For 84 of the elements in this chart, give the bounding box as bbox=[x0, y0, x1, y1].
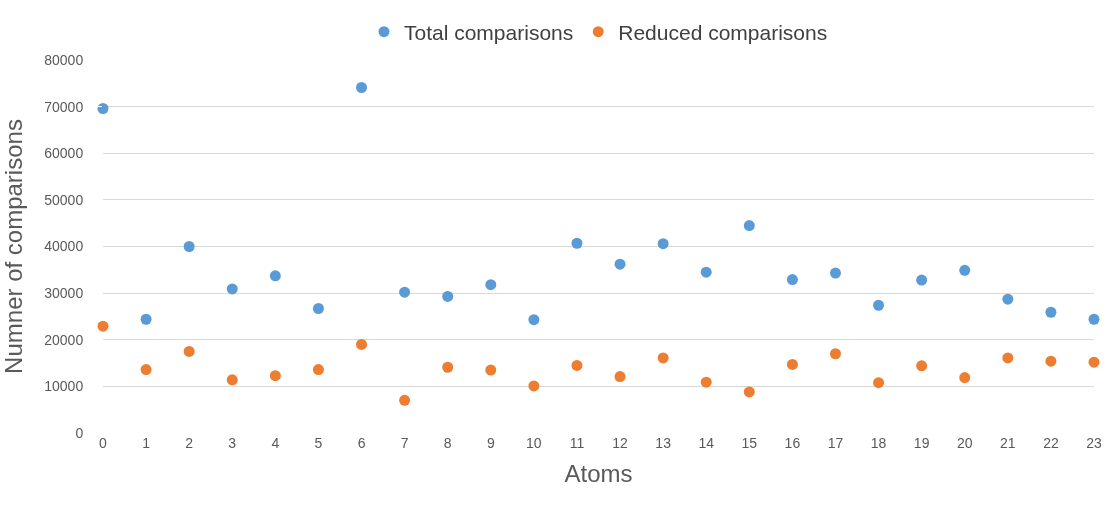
x-tick-label: 21 bbox=[1000, 435, 1016, 451]
x-tick-label: 12 bbox=[612, 435, 629, 451]
point bbox=[1045, 306, 1057, 318]
y-tick-label: 70000 bbox=[44, 98, 84, 115]
point bbox=[226, 374, 238, 386]
x-tick-label: 0 bbox=[99, 435, 108, 451]
point bbox=[1045, 355, 1057, 367]
point bbox=[873, 299, 885, 311]
point bbox=[571, 237, 583, 249]
legend-label: Total comparisons bbox=[404, 20, 574, 44]
point bbox=[1002, 352, 1014, 364]
y-tick-label: 10000 bbox=[44, 378, 84, 395]
point bbox=[140, 313, 152, 325]
point bbox=[399, 394, 411, 406]
x-tick-label: 17 bbox=[827, 435, 844, 451]
point bbox=[312, 303, 324, 315]
point bbox=[614, 258, 626, 270]
point bbox=[743, 386, 755, 398]
y-tick-label: 60000 bbox=[44, 145, 84, 162]
y-tick-label: 40000 bbox=[44, 238, 84, 255]
point bbox=[829, 267, 841, 279]
point bbox=[1088, 356, 1100, 368]
y-tick-label: 80000 bbox=[44, 51, 84, 68]
x-tick-label: 10 bbox=[526, 435, 542, 451]
point bbox=[700, 266, 712, 278]
point bbox=[1088, 313, 1100, 325]
point bbox=[269, 270, 281, 282]
x-tick-label: 15 bbox=[741, 435, 758, 451]
point bbox=[916, 274, 928, 286]
point bbox=[140, 364, 152, 376]
point bbox=[485, 279, 497, 291]
x-tick-label: 8 bbox=[443, 435, 452, 451]
x-tick-label: 1 bbox=[142, 435, 151, 451]
x-tick-label: 16 bbox=[784, 435, 801, 451]
x-tick-label: 20 bbox=[956, 435, 973, 451]
x-tick-label: 11 bbox=[569, 435, 585, 451]
x-tick-label: 9 bbox=[486, 435, 495, 451]
x-tick-label: 22 bbox=[1043, 435, 1059, 451]
point bbox=[442, 290, 454, 302]
x-tick-label: 23 bbox=[1086, 435, 1102, 451]
x-tick-label: 7 bbox=[400, 435, 409, 451]
x-tick-label: 19 bbox=[913, 435, 930, 451]
point bbox=[528, 380, 540, 392]
point bbox=[657, 352, 669, 364]
point bbox=[959, 264, 971, 276]
point bbox=[226, 283, 238, 295]
point bbox=[312, 364, 324, 376]
point bbox=[786, 274, 798, 286]
point bbox=[786, 358, 798, 370]
point bbox=[657, 238, 669, 250]
y-tick-label: 20000 bbox=[44, 331, 84, 348]
point bbox=[829, 348, 841, 360]
point bbox=[97, 102, 109, 114]
point bbox=[399, 286, 411, 298]
legend-label: Reduced comparisons bbox=[618, 20, 828, 44]
point bbox=[743, 220, 755, 232]
x-tick-label: 13 bbox=[655, 435, 672, 451]
point bbox=[183, 241, 195, 252]
point bbox=[183, 345, 195, 357]
point bbox=[269, 370, 281, 382]
point bbox=[442, 361, 454, 373]
x-tick-label: 6 bbox=[357, 435, 366, 451]
point bbox=[873, 377, 885, 389]
point bbox=[916, 360, 928, 372]
x-tick-label: 2 bbox=[185, 435, 194, 451]
x-tick-label: 4 bbox=[271, 435, 280, 451]
point bbox=[1002, 293, 1014, 305]
point bbox=[959, 372, 971, 384]
point bbox=[614, 371, 626, 383]
x-tick-label: 18 bbox=[870, 435, 887, 451]
point bbox=[528, 314, 540, 326]
point bbox=[97, 320, 109, 332]
point bbox=[700, 376, 712, 388]
x-tick-label: 5 bbox=[314, 435, 323, 451]
point bbox=[356, 82, 368, 94]
y-tick-label: 50000 bbox=[44, 191, 84, 208]
point bbox=[485, 364, 497, 376]
point bbox=[356, 338, 368, 350]
y-axis-title: Numner of comparisons bbox=[0, 119, 27, 374]
y-tick-label: 30000 bbox=[44, 285, 84, 302]
x-tick-label: 3 bbox=[228, 435, 237, 451]
point bbox=[571, 359, 583, 371]
x-tick-label: 14 bbox=[698, 435, 715, 451]
x-axis-title: Atoms bbox=[564, 460, 633, 488]
